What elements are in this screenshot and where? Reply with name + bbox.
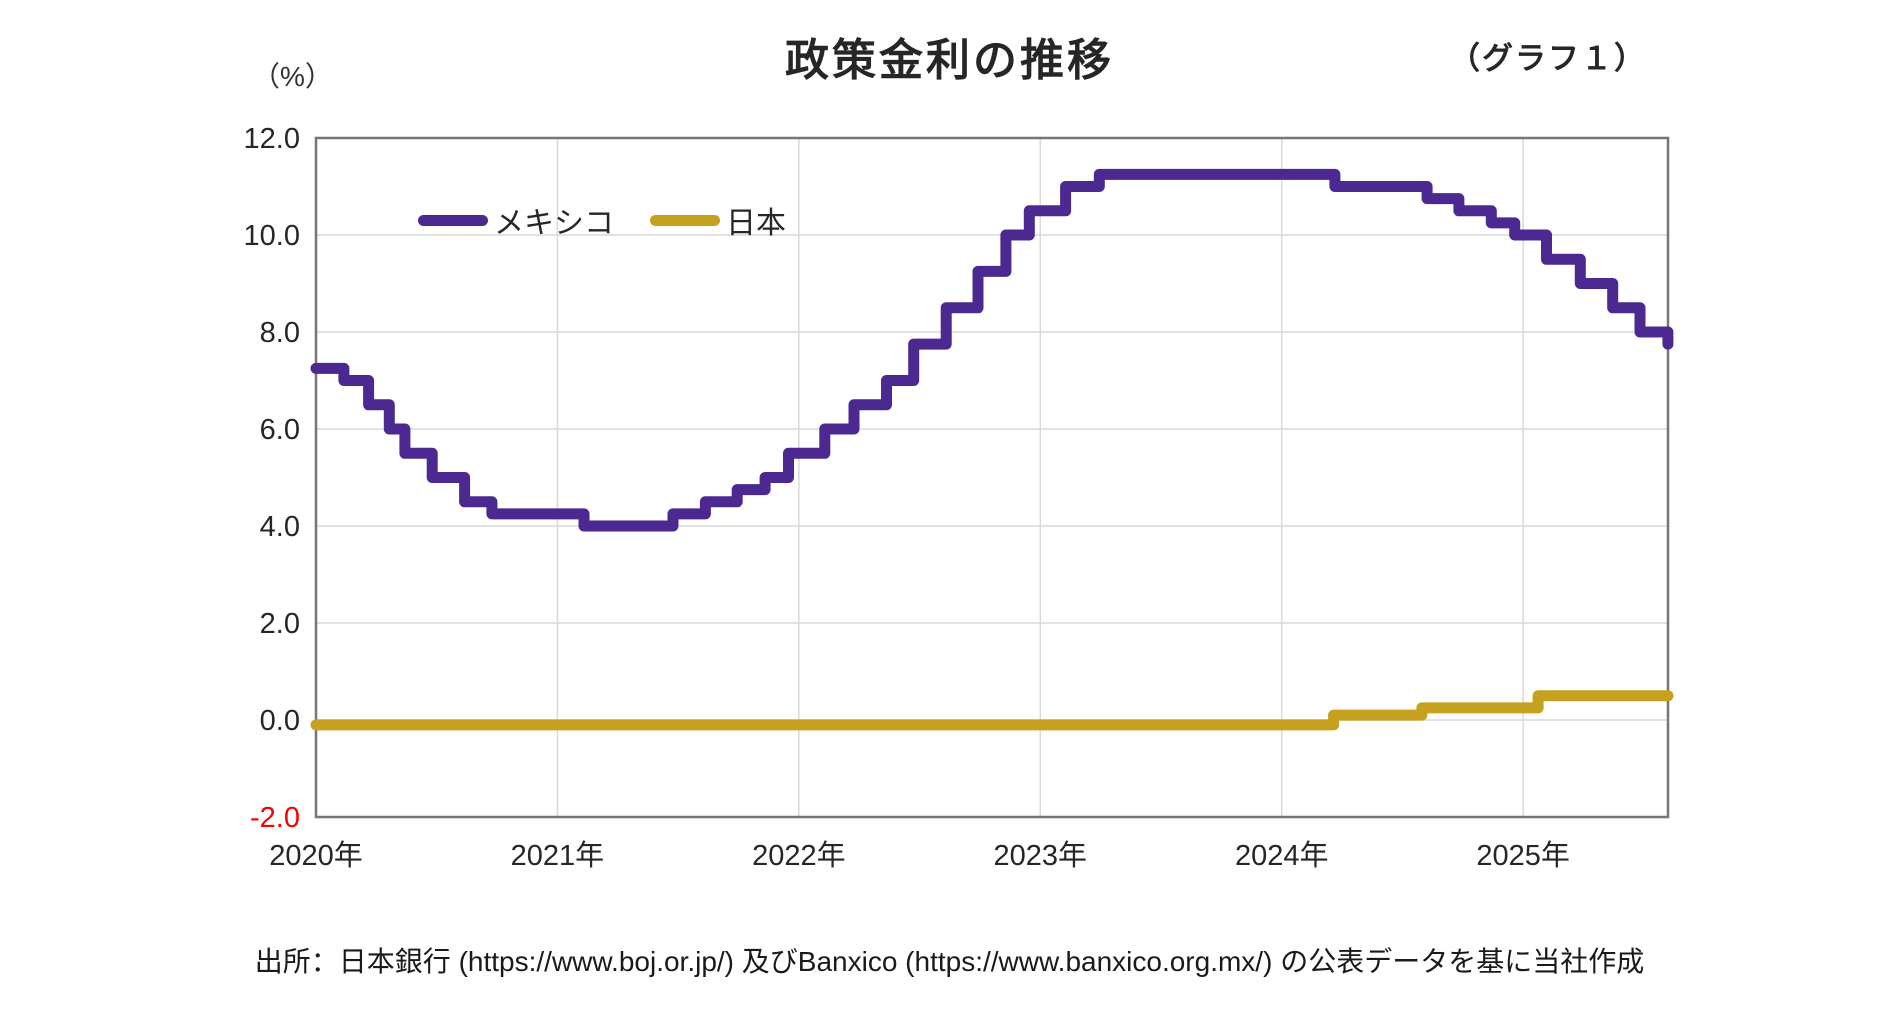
y-tick-label: 6.0: [260, 414, 300, 446]
x-tick-label: 2022年: [752, 839, 846, 872]
x-tick-label: 2024年: [1235, 839, 1329, 872]
y-tick-label: 8.0: [260, 317, 300, 349]
legend-item-japan: 日本: [650, 198, 786, 242]
page-title: 政策金利の推移: [785, 36, 1114, 85]
x-tick-label: 2021年: [511, 839, 605, 872]
legend-label-japan: 日本: [726, 207, 786, 240]
japan-line-swatch-icon: [650, 214, 720, 226]
y-tick-label: 12.0: [244, 123, 300, 155]
y-tick-label: 10.0: [244, 220, 300, 252]
y-axis-unit-label: （%）: [252, 61, 333, 92]
x-tick-label: 2023年: [994, 839, 1088, 872]
plot-border: [314, 136, 1670, 819]
y-tick-label: 2.0: [260, 608, 300, 640]
y-tick-labels: 12.0 10.0 8.0 6.0 4.0 2.0 0.0 -2.0: [244, 123, 300, 834]
series-line-japan: [310, 690, 1674, 731]
chart-legend: メキシコ 日本: [418, 198, 786, 242]
y-tick-label: 4.0: [260, 511, 300, 543]
legend-label-mexico: メキシコ: [494, 207, 614, 240]
series-line-mexico: [310, 168, 1674, 532]
y-tick-label: 0.0: [260, 705, 300, 737]
y-tick-label: -2.0: [250, 802, 300, 834]
graph-number-label: （グラフ１）: [1449, 41, 1647, 76]
mexico-line-swatch-icon: [418, 214, 488, 226]
x-tick-label: 2025年: [1476, 839, 1570, 872]
x-tick-labels: 2020年 2021年 2022年 2023年 2024年 2025年: [269, 839, 1570, 872]
source-attribution: 出所：日本銀行 (https://www.boj.or.jp/) 及びBanxi…: [254, 946, 1645, 977]
x-tick-label: 2020年: [269, 839, 363, 872]
legend-item-mexico: メキシコ: [418, 198, 614, 242]
